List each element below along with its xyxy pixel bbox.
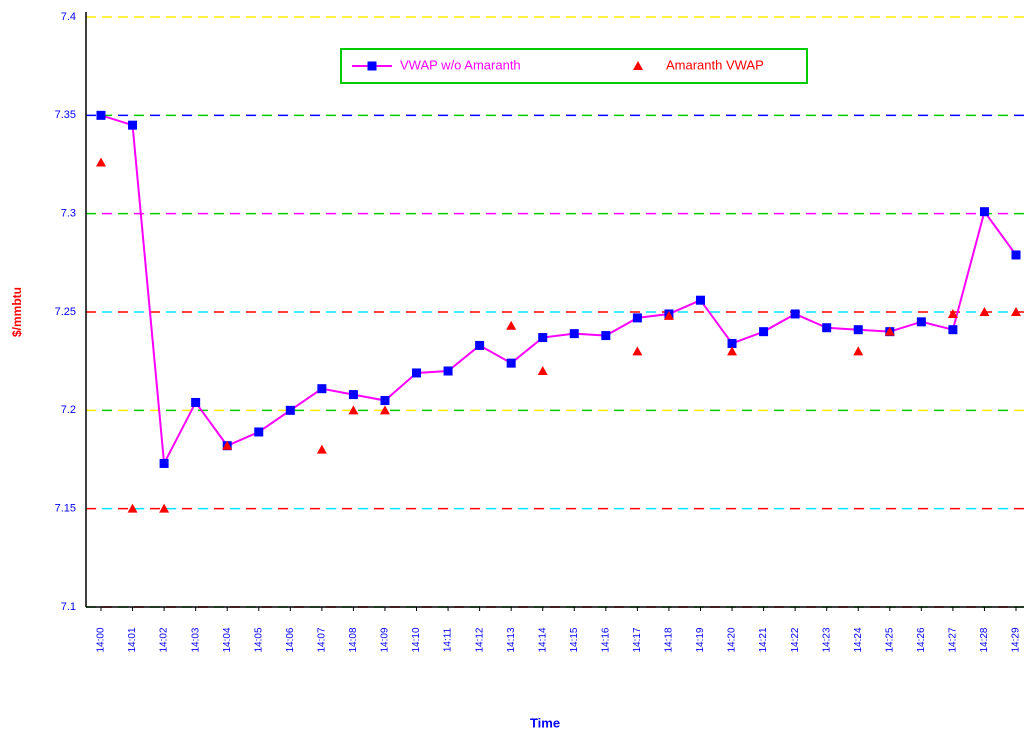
x-tick-label: 14:01 bbox=[127, 627, 138, 652]
x-tick-label: 14:18 bbox=[664, 627, 675, 652]
data-point bbox=[96, 110, 106, 120]
x-tick-label: 14:13 bbox=[506, 627, 517, 652]
data-point bbox=[822, 323, 832, 333]
x-tick-label: 14:17 bbox=[632, 627, 643, 652]
data-point bbox=[601, 331, 611, 341]
x-tick-label: 14:23 bbox=[821, 627, 832, 652]
data-point bbox=[979, 307, 990, 316]
data-point bbox=[632, 346, 643, 356]
data-point bbox=[727, 338, 737, 348]
x-tick-label: 14:22 bbox=[790, 627, 801, 652]
x-tick-label: 14:24 bbox=[853, 627, 864, 652]
data-point bbox=[348, 405, 359, 415]
x-tick-label: 14:20 bbox=[727, 627, 738, 652]
data-point bbox=[128, 120, 138, 130]
y-tick-label: 7.3 bbox=[61, 208, 76, 220]
data-point bbox=[695, 295, 705, 305]
data-point bbox=[127, 503, 138, 513]
x-tick-label: 14:08 bbox=[348, 627, 359, 652]
legend-marker bbox=[367, 61, 377, 71]
x-tick-label: 14:10 bbox=[411, 627, 422, 652]
data-point bbox=[916, 317, 926, 327]
data-point bbox=[506, 358, 516, 368]
legend-label: Amaranth VWAP bbox=[666, 57, 764, 72]
data-point bbox=[537, 366, 548, 375]
data-point bbox=[348, 390, 358, 400]
data-point bbox=[159, 458, 169, 468]
data-point bbox=[790, 309, 800, 319]
data-point bbox=[379, 405, 390, 415]
x-tick-label: 14:19 bbox=[695, 627, 706, 652]
data-point bbox=[316, 444, 327, 454]
data-point bbox=[412, 368, 422, 378]
data-point bbox=[1011, 307, 1021, 316]
x-tick-label: 14:14 bbox=[537, 627, 548, 652]
x-tick-label: 14:25 bbox=[884, 627, 895, 652]
x-tick-label: 14:27 bbox=[948, 627, 959, 652]
y-tick-label: 7.25 bbox=[55, 306, 76, 318]
data-point bbox=[948, 325, 958, 335]
x-tick-label: 14:03 bbox=[190, 627, 201, 652]
y-tick-label: 7.15 bbox=[55, 503, 76, 515]
x-tick-label: 14:28 bbox=[979, 627, 990, 652]
data-point bbox=[538, 333, 548, 343]
data-point bbox=[569, 329, 579, 339]
legend-box bbox=[340, 48, 808, 84]
x-tick-label: 14:06 bbox=[285, 627, 296, 652]
x-tick-label: 14:04 bbox=[222, 627, 233, 652]
data-point bbox=[947, 308, 958, 318]
x-tick-label: 14:26 bbox=[916, 627, 927, 652]
x-tick-label: 14:12 bbox=[474, 627, 485, 652]
legend-label: VWAP w/o Amaranth bbox=[400, 57, 521, 72]
x-tick-label: 14:07 bbox=[317, 627, 328, 652]
data-point bbox=[506, 320, 517, 330]
x-tick-label: 14:16 bbox=[600, 627, 611, 652]
data-point bbox=[159, 503, 170, 513]
data-point bbox=[632, 313, 642, 323]
x-tick-label: 14:02 bbox=[159, 627, 170, 652]
data-point bbox=[285, 405, 295, 415]
x-tick-label: 14:09 bbox=[380, 627, 391, 652]
x-axis-label: Time bbox=[530, 715, 560, 730]
y-tick-label: 7.35 bbox=[55, 109, 76, 121]
x-tick-label: 14:21 bbox=[758, 627, 769, 652]
data-point bbox=[222, 440, 233, 450]
data-point bbox=[853, 325, 863, 335]
x-tick-label: 14:00 bbox=[96, 627, 107, 652]
legend-marker bbox=[633, 61, 643, 70]
y-tick-label: 7.2 bbox=[61, 404, 76, 416]
data-point bbox=[254, 427, 264, 437]
data-point bbox=[853, 346, 864, 356]
data-point bbox=[727, 346, 738, 356]
series-line bbox=[100, 114, 1017, 467]
data-point bbox=[1011, 250, 1021, 260]
x-tick-label: 14:05 bbox=[253, 627, 264, 652]
y-tick-label: 7.1 bbox=[61, 601, 76, 613]
data-point bbox=[884, 326, 895, 336]
data-point bbox=[317, 384, 327, 394]
data-point bbox=[191, 397, 201, 407]
data-point bbox=[380, 396, 390, 405]
data-point bbox=[443, 366, 453, 376]
x-tick-label: 14:29 bbox=[1011, 627, 1022, 652]
data-point bbox=[759, 327, 769, 337]
x-tick-label: 14:15 bbox=[569, 627, 580, 652]
y-tick-label: 7.4 bbox=[61, 11, 76, 23]
data-point bbox=[663, 310, 674, 320]
data-point bbox=[96, 157, 106, 167]
data-point bbox=[979, 207, 989, 217]
x-tick-label: 14:11 bbox=[443, 627, 454, 652]
data-point bbox=[475, 340, 485, 350]
y-axis-label: $/mmbtu bbox=[10, 287, 24, 337]
